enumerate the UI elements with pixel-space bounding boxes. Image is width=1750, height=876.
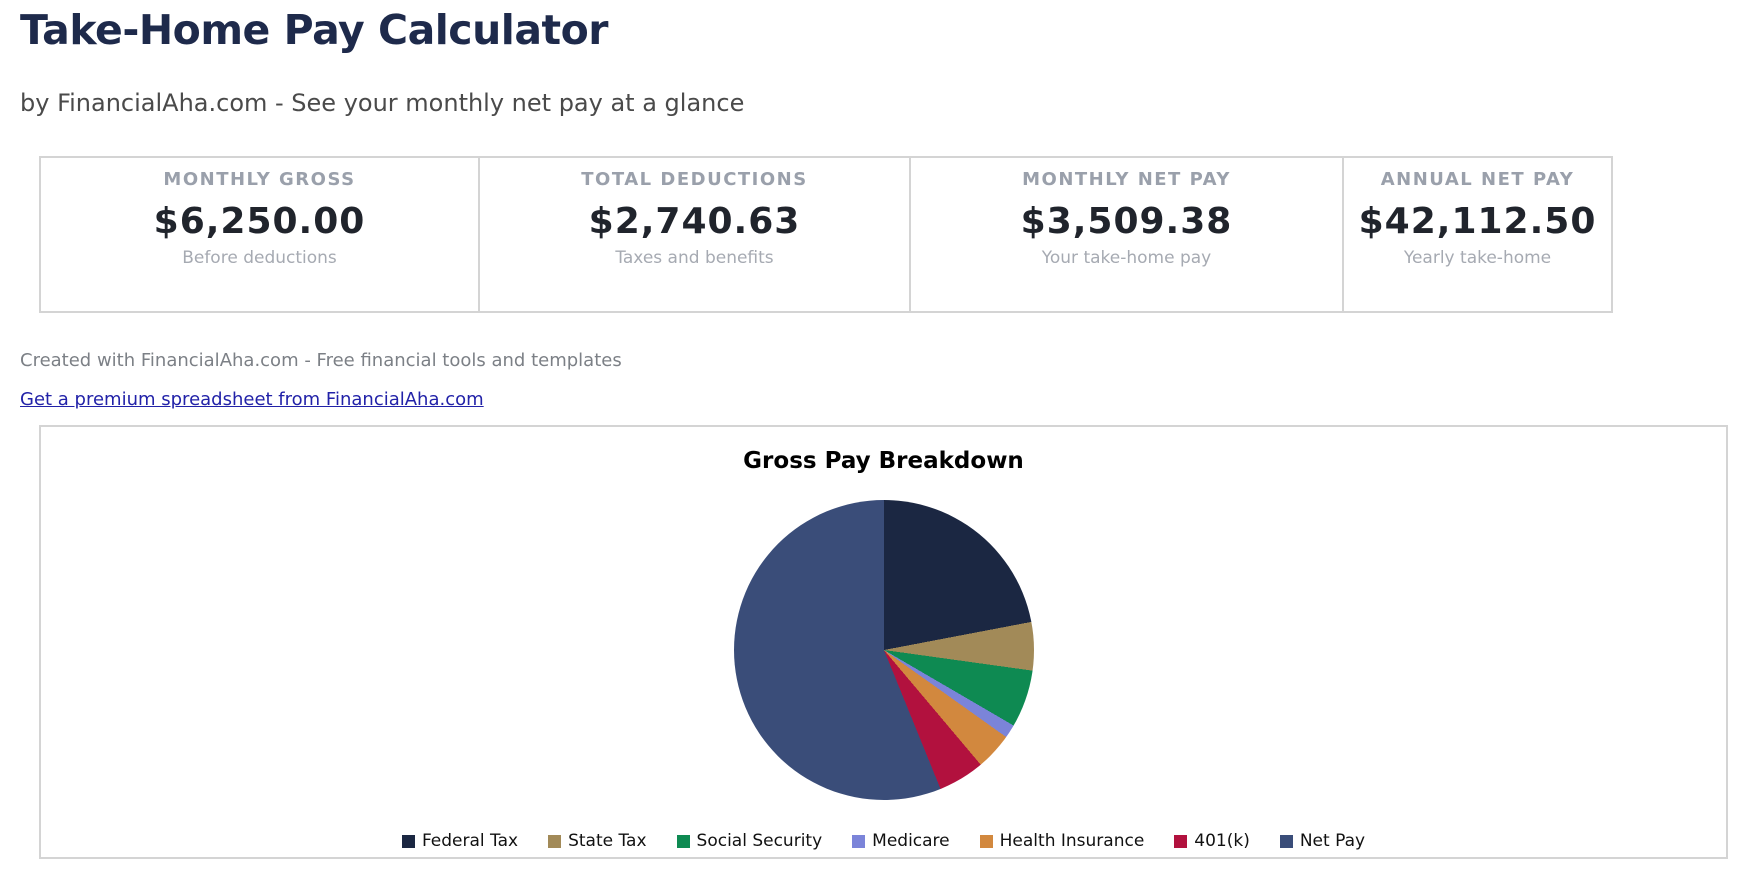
stat-value: $2,740.63 (588, 201, 801, 243)
stat-sub: Yearly take-home (1403, 248, 1552, 269)
stats-row: MONTHLY GROSS $6,250.00 Before deduction… (39, 156, 1613, 314)
legend-label: Net Pay (1299, 831, 1366, 852)
stat-label: TOTAL DEDUCTIONS (581, 169, 808, 191)
legend-label: Social Security (696, 831, 823, 852)
stat-sub: Before deductions (182, 248, 337, 269)
legend-label: Medicare (872, 831, 950, 852)
legend-item: Medicare (852, 831, 950, 852)
stat-label: MONTHLY NET PAY (1022, 169, 1231, 191)
stat-value: $42,112.50 (1358, 201, 1597, 243)
premium-link[interactable]: Get a premium spreadsheet from Financial… (20, 389, 484, 411)
legend-item: Net Pay (1279, 831, 1366, 852)
legend-swatch (1174, 834, 1188, 848)
legend-label: Federal Tax (421, 831, 519, 852)
chart-title: Gross Pay Breakdown (743, 448, 1024, 475)
legend-label: Health Insurance (999, 831, 1145, 852)
legend-item: 401(k) (1174, 831, 1250, 851)
stat-sub: Your take-home pay (1041, 248, 1212, 269)
chart-legend: Federal Tax State Tax Social Security Medic… (41, 831, 1726, 851)
stat-card-monthly-gross: MONTHLY GROSS $6,250.00 Before deduction… (41, 158, 478, 311)
legend-label: State Tax (568, 831, 647, 852)
legend-swatch (852, 834, 866, 848)
stat-label: ANNUAL NET PAY (1380, 169, 1575, 191)
stat-sub: Taxes and benefits (615, 248, 774, 269)
page-title: Take-Home Pay Calculator (20, 6, 609, 54)
legend-item: Health Insurance (979, 831, 1145, 852)
legend-label: 401(k) (1194, 831, 1250, 852)
legend-item: State Tax (548, 831, 647, 852)
credit-text: Created with FinancialAha.com - Free fin… (20, 350, 622, 372)
stat-label: MONTHLY GROSS (163, 169, 356, 191)
stat-card-monthly-net-pay: MONTHLY NET PAY $3,509.38 Your take-home… (909, 158, 1342, 312)
legend-swatch (676, 834, 690, 848)
pie-chart (734, 500, 1034, 801)
stat-value: $6,250.00 (153, 201, 366, 243)
legend-item: Social Security (676, 831, 823, 852)
page-subtitle: by FinancialAha.com - See your monthly n… (20, 89, 745, 118)
legend-swatch (1279, 834, 1293, 848)
stat-card-annual-net-pay: ANNUAL NET PAY $42,112.50 Yearly take-ho… (1342, 158, 1611, 312)
stat-value: $3,509.38 (1020, 201, 1233, 243)
legend-swatch (548, 834, 562, 848)
legend-swatch (401, 834, 415, 848)
chart-panel: Gross Pay Breakdown Federal Tax State Tax… (39, 425, 1728, 860)
legend-item: Federal Tax (401, 831, 519, 852)
legend-swatch (979, 834, 993, 848)
stat-card-total-deductions: TOTAL DEDUCTIONS $2,740.63 Taxes and ben… (478, 158, 909, 312)
page: Take-Home Pay Calculator by FinancialAha… (0, 6, 1750, 860)
